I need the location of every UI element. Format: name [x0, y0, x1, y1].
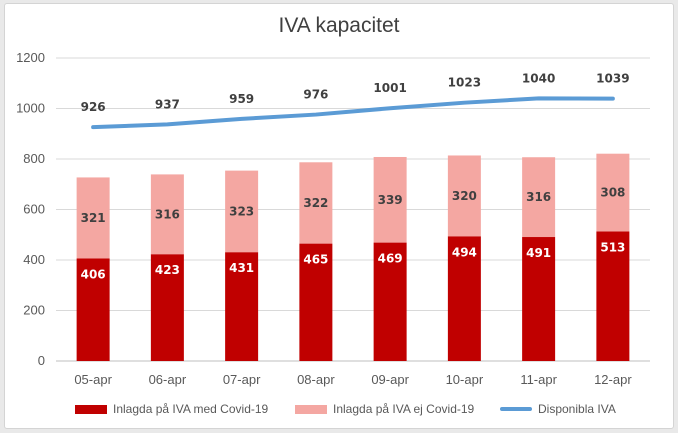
bar-covid	[596, 231, 630, 361]
data-label-covid: 494	[452, 245, 477, 259]
bar-non-covid	[373, 156, 407, 243]
data-label-covid: 465	[303, 253, 328, 267]
y-tick-label: 0	[38, 353, 45, 368]
y-tick-label: 1000	[16, 101, 45, 116]
x-tick-label: 10-apr	[446, 372, 484, 387]
bar-non-covid	[225, 170, 259, 253]
data-label-non-covid: 323	[229, 204, 254, 218]
chart-legend: Inlagda på IVA med Covid-19 Inlagda på I…	[0, 402, 678, 420]
data-label-available: 926	[81, 100, 106, 114]
legend-swatch-non-covid	[295, 404, 327, 414]
bar-covid	[522, 237, 556, 361]
x-tick-label: 11-apr	[520, 372, 557, 387]
bar-covid	[373, 242, 407, 361]
y-tick-label: 200	[23, 303, 45, 318]
data-label-covid: 491	[526, 246, 551, 260]
x-tick-label: 08-apr	[297, 372, 335, 387]
data-label-available: 937	[155, 97, 180, 111]
legend-label-covid: Inlagda på IVA med Covid-19	[113, 402, 269, 416]
data-label-covid: 431	[229, 261, 254, 275]
chart-title: IVA kapacitet	[278, 14, 400, 37]
data-label-covid: 423	[155, 263, 180, 277]
legend-item-covid: Inlagda på IVA med Covid-19	[75, 402, 268, 416]
data-label-non-covid: 316	[155, 207, 180, 221]
bar-covid	[76, 258, 110, 361]
bar-non-covid	[76, 177, 110, 259]
legend-swatch-available	[500, 407, 532, 411]
x-tick-label: 09-apr	[371, 372, 409, 387]
data-label-available: 1023	[448, 76, 481, 90]
data-label-covid: 469	[378, 252, 403, 266]
y-tick-label: 600	[23, 202, 45, 217]
bar-covid	[299, 243, 333, 361]
data-label-available: 976	[303, 88, 328, 102]
data-label-available: 1040	[522, 71, 555, 85]
data-label-covid: 406	[81, 267, 106, 281]
bar-non-covid	[447, 155, 481, 237]
bar-non-covid	[299, 162, 333, 244]
y-tick-label: 400	[23, 252, 45, 267]
x-tick-label: 12-apr	[594, 372, 632, 387]
y-tick-label: 800	[23, 151, 45, 166]
data-label-available: 1039	[596, 72, 629, 86]
line-available	[91, 96, 615, 130]
bar-covid	[447, 236, 481, 361]
data-label-non-covid: 320	[452, 189, 477, 203]
data-label-available: 959	[229, 92, 254, 106]
data-label-non-covid: 322	[303, 196, 328, 210]
x-tick-label: 07-apr	[223, 372, 261, 387]
legend-swatch-covid	[75, 404, 107, 414]
x-tick-label: 05-apr	[74, 372, 112, 387]
bar-non-covid	[522, 157, 556, 238]
legend-item-available: Disponibla IVA	[500, 402, 616, 416]
legend-label-non-covid: Inlagda på IVA ej Covid-19	[333, 402, 475, 416]
bar-covid	[225, 252, 259, 361]
legend-label-available: Disponibla IVA	[538, 402, 616, 416]
data-label-non-covid: 321	[81, 211, 106, 225]
data-label-covid: 513	[600, 240, 625, 254]
data-label-non-covid: 316	[526, 190, 551, 204]
data-label-non-covid: 339	[378, 193, 403, 207]
bar-covid	[150, 254, 184, 361]
bar-non-covid	[596, 153, 630, 232]
legend-item-non-covid: Inlagda på IVA ej Covid-19	[295, 402, 474, 416]
y-tick-label: 1200	[16, 50, 45, 65]
data-label-available: 1001	[373, 81, 406, 95]
chart-frame	[4, 3, 674, 429]
bar-non-covid	[150, 174, 184, 255]
data-label-non-covid: 308	[600, 186, 625, 200]
x-tick-label: 06-apr	[149, 372, 187, 387]
